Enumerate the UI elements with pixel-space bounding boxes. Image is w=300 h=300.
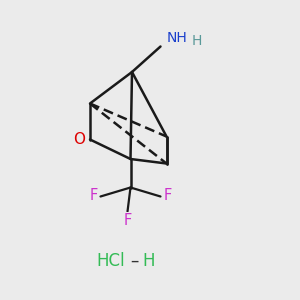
Text: F: F: [164, 188, 172, 202]
Text: NH: NH: [167, 31, 187, 44]
Text: F: F: [123, 213, 132, 228]
Text: HCl: HCl: [96, 252, 124, 270]
Text: –: –: [130, 252, 139, 270]
Text: 2: 2: [194, 39, 201, 49]
Text: F: F: [89, 188, 98, 202]
Text: H: H: [142, 252, 155, 270]
Text: O: O: [74, 132, 86, 147]
Text: H: H: [192, 34, 202, 48]
